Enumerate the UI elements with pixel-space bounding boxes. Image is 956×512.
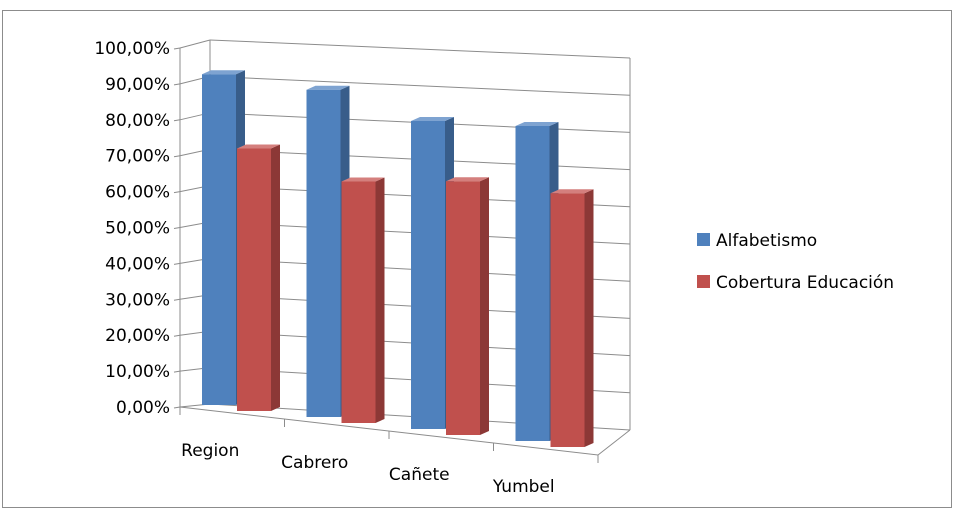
bar-cobertura-3 xyxy=(550,189,594,447)
y-tick-label: 90,00% xyxy=(105,75,170,95)
bar-front xyxy=(306,89,341,417)
y-tick-label: 50,00% xyxy=(105,219,170,239)
legend-swatch xyxy=(697,233,710,246)
bar-top xyxy=(306,85,350,90)
bar-top xyxy=(550,189,594,194)
legend-item-1: Cobertura Educación xyxy=(697,273,894,293)
y-tick-mark xyxy=(173,119,181,122)
y-tick-label: 0,00% xyxy=(116,398,170,418)
bar-front xyxy=(202,74,236,405)
bar-side xyxy=(271,144,280,411)
bar-top xyxy=(202,70,245,75)
y-tick-mark xyxy=(173,370,181,373)
y-tick-label: 20,00% xyxy=(105,326,170,346)
bar-top xyxy=(515,122,559,126)
x-tick-label: Cañete xyxy=(389,465,450,485)
legend: Alfabetismo Cobertura Educación xyxy=(697,231,894,293)
y-tick-mark xyxy=(173,334,181,337)
y-tick-label: 80,00% xyxy=(105,111,170,131)
bars-layer xyxy=(202,70,594,447)
y-tick-mark xyxy=(173,155,181,158)
bar-front xyxy=(550,193,585,447)
bar-top xyxy=(237,144,280,149)
x-tick-label: Cabrero xyxy=(281,453,348,473)
bar-top xyxy=(411,117,454,121)
bar-side xyxy=(584,189,594,447)
bar-top xyxy=(446,177,489,182)
legend-swatch xyxy=(697,275,710,288)
bar-top xyxy=(341,177,385,182)
gridline xyxy=(209,75,631,96)
y-tick-label: 30,00% xyxy=(105,290,170,310)
y-tick-label: 10,00% xyxy=(105,362,170,382)
legend-label: Alfabetismo xyxy=(716,231,817,251)
bar-front xyxy=(411,121,445,429)
y-tick-label: 40,00% xyxy=(105,254,170,274)
y-tick-label: 60,00% xyxy=(105,183,170,203)
bar-cobertura-1 xyxy=(341,177,385,423)
y-tick-label: 100,00% xyxy=(94,39,170,59)
bar-cobertura-2 xyxy=(446,177,489,435)
bar-front xyxy=(237,148,271,411)
y-tick-mark xyxy=(173,83,181,86)
y-tick-mark xyxy=(173,262,181,265)
axis-layer xyxy=(173,47,631,463)
gridline xyxy=(209,39,631,59)
y-tick-label: 70,00% xyxy=(105,147,170,167)
bar-front xyxy=(446,181,480,435)
y-tick-mark xyxy=(173,191,181,194)
legend-label: Cobertura Educación xyxy=(716,273,894,293)
y-tick-mark xyxy=(173,227,181,229)
y-tick-mark xyxy=(173,47,181,50)
y-tick-mark xyxy=(173,406,181,409)
labels-layer: 0,00% 10,00% 20,00% 30,00% 40,00% 50,00% 60,00… xyxy=(94,39,554,497)
side-gridline xyxy=(179,39,211,49)
bar-front xyxy=(341,181,376,423)
x-tick-label: Yumbel xyxy=(492,477,555,497)
legend-item-0: Alfabetismo xyxy=(697,231,817,251)
bar-cobertura-0 xyxy=(237,144,280,411)
x-tick-label: Region xyxy=(181,441,239,461)
bar-side xyxy=(375,177,385,423)
bar-front xyxy=(515,126,550,441)
y-tick-mark xyxy=(173,298,181,301)
bar-side xyxy=(480,177,489,435)
